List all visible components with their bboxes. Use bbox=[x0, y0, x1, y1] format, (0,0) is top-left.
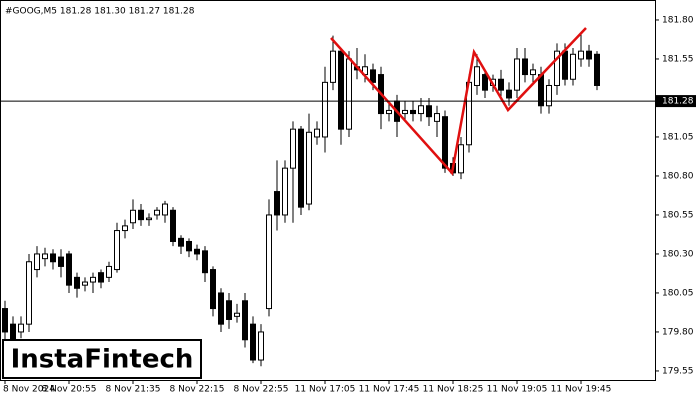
candle-body bbox=[226, 300, 232, 320]
candle-body bbox=[82, 281, 88, 286]
y-tick-label: 181.05 bbox=[662, 132, 694, 142]
candle-body bbox=[402, 109, 408, 115]
candle-body bbox=[330, 50, 336, 83]
candle-body bbox=[202, 250, 208, 274]
logo-box bbox=[2, 339, 202, 379]
y-tick-label: 180.80 bbox=[662, 171, 694, 181]
candle-body bbox=[10, 323, 16, 341]
candle-body bbox=[26, 261, 32, 325]
candle-body bbox=[178, 237, 184, 247]
candle-body bbox=[90, 276, 96, 283]
y-tick-label: 179.80 bbox=[662, 327, 694, 337]
candle-body bbox=[570, 53, 576, 80]
candle-body bbox=[322, 81, 328, 138]
candle-body bbox=[50, 253, 56, 263]
candle-body bbox=[514, 58, 520, 91]
candle-body bbox=[290, 128, 296, 169]
x-tick-label: 11 Nov 17:45 bbox=[359, 385, 420, 395]
candle-body bbox=[434, 113, 440, 122]
candle-body bbox=[266, 214, 272, 310]
candle-body bbox=[258, 331, 264, 361]
x-tick-label: 8 Nov 21:35 bbox=[106, 385, 161, 395]
candle-body bbox=[170, 209, 176, 242]
candle-body bbox=[418, 105, 424, 115]
candles bbox=[2, 32, 600, 367]
y-tick-label: 181.80 bbox=[662, 15, 694, 25]
candle-body bbox=[58, 256, 64, 267]
current-price-label: 181.28 bbox=[662, 97, 694, 107]
candle-body bbox=[210, 269, 216, 310]
candle-body bbox=[498, 78, 504, 91]
candle-body bbox=[474, 66, 480, 86]
current-price-box bbox=[656, 95, 696, 108]
candle-body bbox=[442, 116, 448, 169]
candle-body bbox=[250, 323, 256, 361]
candle-body bbox=[554, 50, 560, 86]
candle-body bbox=[122, 225, 128, 232]
candle-body bbox=[98, 272, 104, 283]
candle-body bbox=[586, 50, 592, 60]
candle-body bbox=[522, 58, 528, 76]
plot-frame bbox=[0, 0, 656, 381]
candle-body bbox=[482, 74, 488, 91]
candle-body bbox=[130, 209, 136, 224]
y-tick-label: 180.05 bbox=[662, 288, 694, 298]
candle-body bbox=[426, 105, 432, 118]
candle-body bbox=[194, 248, 200, 255]
candle-body bbox=[186, 240, 192, 252]
candle-body bbox=[530, 69, 536, 76]
candle-body bbox=[74, 276, 80, 289]
candle-body bbox=[146, 217, 152, 221]
candle-body bbox=[346, 58, 352, 130]
candle-body bbox=[2, 308, 8, 333]
candle-body bbox=[162, 203, 168, 216]
candle-body bbox=[562, 50, 568, 80]
candle-body bbox=[114, 230, 120, 271]
candle-body bbox=[578, 50, 584, 60]
x-tick-label: 8 Nov 22:15 bbox=[170, 385, 225, 395]
candle-body bbox=[506, 89, 512, 99]
x-tick-label: 8 Nov 2024 bbox=[3, 385, 55, 395]
candle-body bbox=[138, 209, 144, 221]
y-tick-label: 181.55 bbox=[662, 54, 694, 64]
candle-body bbox=[314, 128, 320, 138]
candle-body bbox=[66, 253, 72, 286]
candle-body bbox=[282, 167, 288, 216]
x-tick-label: 11 Nov 18:25 bbox=[423, 385, 484, 395]
candle-body bbox=[106, 265, 112, 278]
candle-body bbox=[18, 323, 24, 333]
pattern-line bbox=[330, 27, 587, 176]
y-tick-label: 180.30 bbox=[662, 249, 694, 259]
candle-body bbox=[234, 312, 240, 317]
candle-body bbox=[410, 109, 416, 115]
x-tick-label: 8 Nov 20:55 bbox=[42, 385, 97, 395]
logo: InstaFintech bbox=[11, 345, 194, 375]
candle-body bbox=[154, 209, 160, 216]
candle-body bbox=[274, 191, 280, 216]
candle-body bbox=[458, 144, 464, 174]
x-tick-label: 11 Nov 19:45 bbox=[551, 385, 612, 395]
candle-body bbox=[370, 69, 376, 83]
y-tick-label: 179.55 bbox=[662, 366, 694, 376]
candle-body bbox=[546, 84, 552, 107]
candle-body bbox=[338, 50, 344, 130]
y-tick-label: 180.55 bbox=[662, 210, 694, 220]
candle-body bbox=[594, 53, 600, 86]
candle-body bbox=[42, 253, 48, 260]
chart-title: #GOOG,M5 181.28 181.30 181.27 181.28 bbox=[5, 7, 195, 17]
candle-body bbox=[306, 131, 312, 205]
candle-body bbox=[386, 109, 392, 115]
candle-body bbox=[34, 253, 40, 271]
x-tick-label: 11 Nov 19:05 bbox=[487, 385, 548, 395]
candle-body bbox=[218, 292, 224, 325]
x-tick-label: 8 Nov 22:55 bbox=[234, 385, 289, 395]
x-tick-label: 11 Nov 17:05 bbox=[295, 385, 356, 395]
candle-body bbox=[242, 300, 248, 341]
candle-body bbox=[298, 128, 304, 208]
